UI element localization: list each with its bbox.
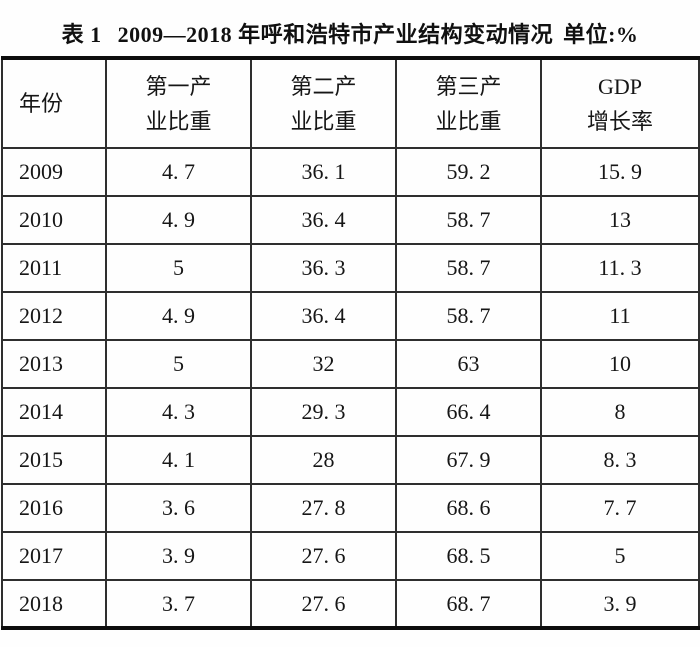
value-cell: 36. 1 <box>250 147 397 197</box>
header-gdp-growth: GDP 增长率 <box>540 57 700 149</box>
value-cell: 8 <box>540 387 700 437</box>
table-row: 2011 5 36. 3 58. 7 11. 3 <box>1 243 700 293</box>
value-cell: 11. 3 <box>540 243 700 293</box>
value-cell: 58. 7 <box>395 195 542 245</box>
table-row: 2015 4. 1 28 67. 9 8. 3 <box>1 435 700 485</box>
value-cell: 32 <box>250 339 397 389</box>
value-cell: 5 <box>105 339 252 389</box>
year-cell: 2018 <box>1 579 107 629</box>
header-tertiary-line1: 第三产 <box>435 73 502 99</box>
table-row: 2009 4. 7 36. 1 59. 2 15. 9 <box>1 147 700 197</box>
header-gdp-line2: 增长率 <box>586 108 653 134</box>
value-cell: 58. 7 <box>395 243 542 293</box>
value-cell: 58. 7 <box>395 291 542 341</box>
value-cell: 11 <box>540 291 700 341</box>
header-primary-line1: 第一产 <box>145 73 212 99</box>
year-cell: 2016 <box>1 483 107 533</box>
value-cell: 4. 3 <box>105 387 252 437</box>
table-title-text: 2009—2018 年呼和浩特市产业结构变动情况 <box>117 22 554 47</box>
value-cell: 5 <box>105 243 252 293</box>
value-cell: 7. 7 <box>540 483 700 533</box>
header-primary-line2: 业比重 <box>145 108 212 134</box>
year-cell: 2017 <box>1 531 107 581</box>
value-cell: 66. 4 <box>395 387 542 437</box>
value-cell: 4. 7 <box>105 147 252 197</box>
table-row: 2012 4. 9 36. 4 58. 7 11 <box>1 291 700 341</box>
header-primary-industry: 第一产 业比重 <box>105 57 252 149</box>
value-cell: 15. 9 <box>540 147 700 197</box>
value-cell: 68. 7 <box>395 579 542 629</box>
value-cell: 4. 1 <box>105 435 252 485</box>
header-tertiary-line2: 业比重 <box>435 108 502 134</box>
value-cell: 27. 6 <box>250 579 397 629</box>
value-cell: 13 <box>540 195 700 245</box>
value-cell: 5 <box>540 531 700 581</box>
value-cell: 27. 8 <box>250 483 397 533</box>
value-cell: 27. 6 <box>250 531 397 581</box>
table-caption: 表 1 2009—2018 年呼和浩特市产业结构变动情况 单位:% <box>0 0 700 47</box>
value-cell: 36. 3 <box>250 243 397 293</box>
year-cell: 2015 <box>1 435 107 485</box>
header-secondary-line1: 第二产 <box>290 73 357 99</box>
header-year: 年份 <box>1 57 107 149</box>
year-cell: 2010 <box>1 195 107 245</box>
year-cell: 2009 <box>1 147 107 197</box>
header-row: 年份 第一产 业比重 第二产 业比重 第三产 业比重 GDP 增长率 <box>1 57 700 149</box>
header-secondary-industry: 第二产 业比重 <box>250 57 397 149</box>
unit-label: 单位:% <box>563 22 639 47</box>
header-gdp-line1: GDP <box>597 73 642 99</box>
year-cell: 2014 <box>1 387 107 437</box>
header-secondary-line2: 业比重 <box>290 108 357 134</box>
table-body: 2009 4. 7 36. 1 59. 2 15. 9 2010 4. 9 36. 4 58. … <box>1 147 700 629</box>
industry-structure-table: 年份 第一产 业比重 第二产 业比重 第三产 业比重 GDP 增长率 <box>1 56 700 630</box>
value-cell: 4. 9 <box>105 195 252 245</box>
value-cell: 3. 9 <box>540 579 700 629</box>
value-cell: 59. 2 <box>395 147 542 197</box>
value-cell: 36. 4 <box>250 291 397 341</box>
header-tertiary-industry: 第三产 业比重 <box>395 57 542 149</box>
value-cell: 4. 9 <box>105 291 252 341</box>
table-row: 2018 3. 7 27. 6 68. 7 3. 9 <box>1 579 700 629</box>
value-cell: 10 <box>540 339 700 389</box>
value-cell: 28 <box>250 435 397 485</box>
value-cell: 3. 6 <box>105 483 252 533</box>
value-cell: 67. 9 <box>395 435 542 485</box>
value-cell: 29. 3 <box>250 387 397 437</box>
value-cell: 68. 6 <box>395 483 542 533</box>
table-row: 2013 5 32 63 10 <box>1 339 700 389</box>
table-row: 2010 4. 9 36. 4 58. 7 13 <box>1 195 700 245</box>
value-cell: 68. 5 <box>395 531 542 581</box>
value-cell: 63 <box>395 339 542 389</box>
value-cell: 8. 3 <box>540 435 700 485</box>
year-cell: 2013 <box>1 339 107 389</box>
header-year-label: 年份 <box>19 91 64 116</box>
value-cell: 3. 7 <box>105 579 252 629</box>
value-cell: 36. 4 <box>250 195 397 245</box>
value-cell: 3. 9 <box>105 531 252 581</box>
table-row: 2016 3. 6 27. 8 68. 6 7. 7 <box>1 483 700 533</box>
table-number-label: 表 1 <box>61 22 102 47</box>
year-cell: 2011 <box>1 243 107 293</box>
year-cell: 2012 <box>1 291 107 341</box>
